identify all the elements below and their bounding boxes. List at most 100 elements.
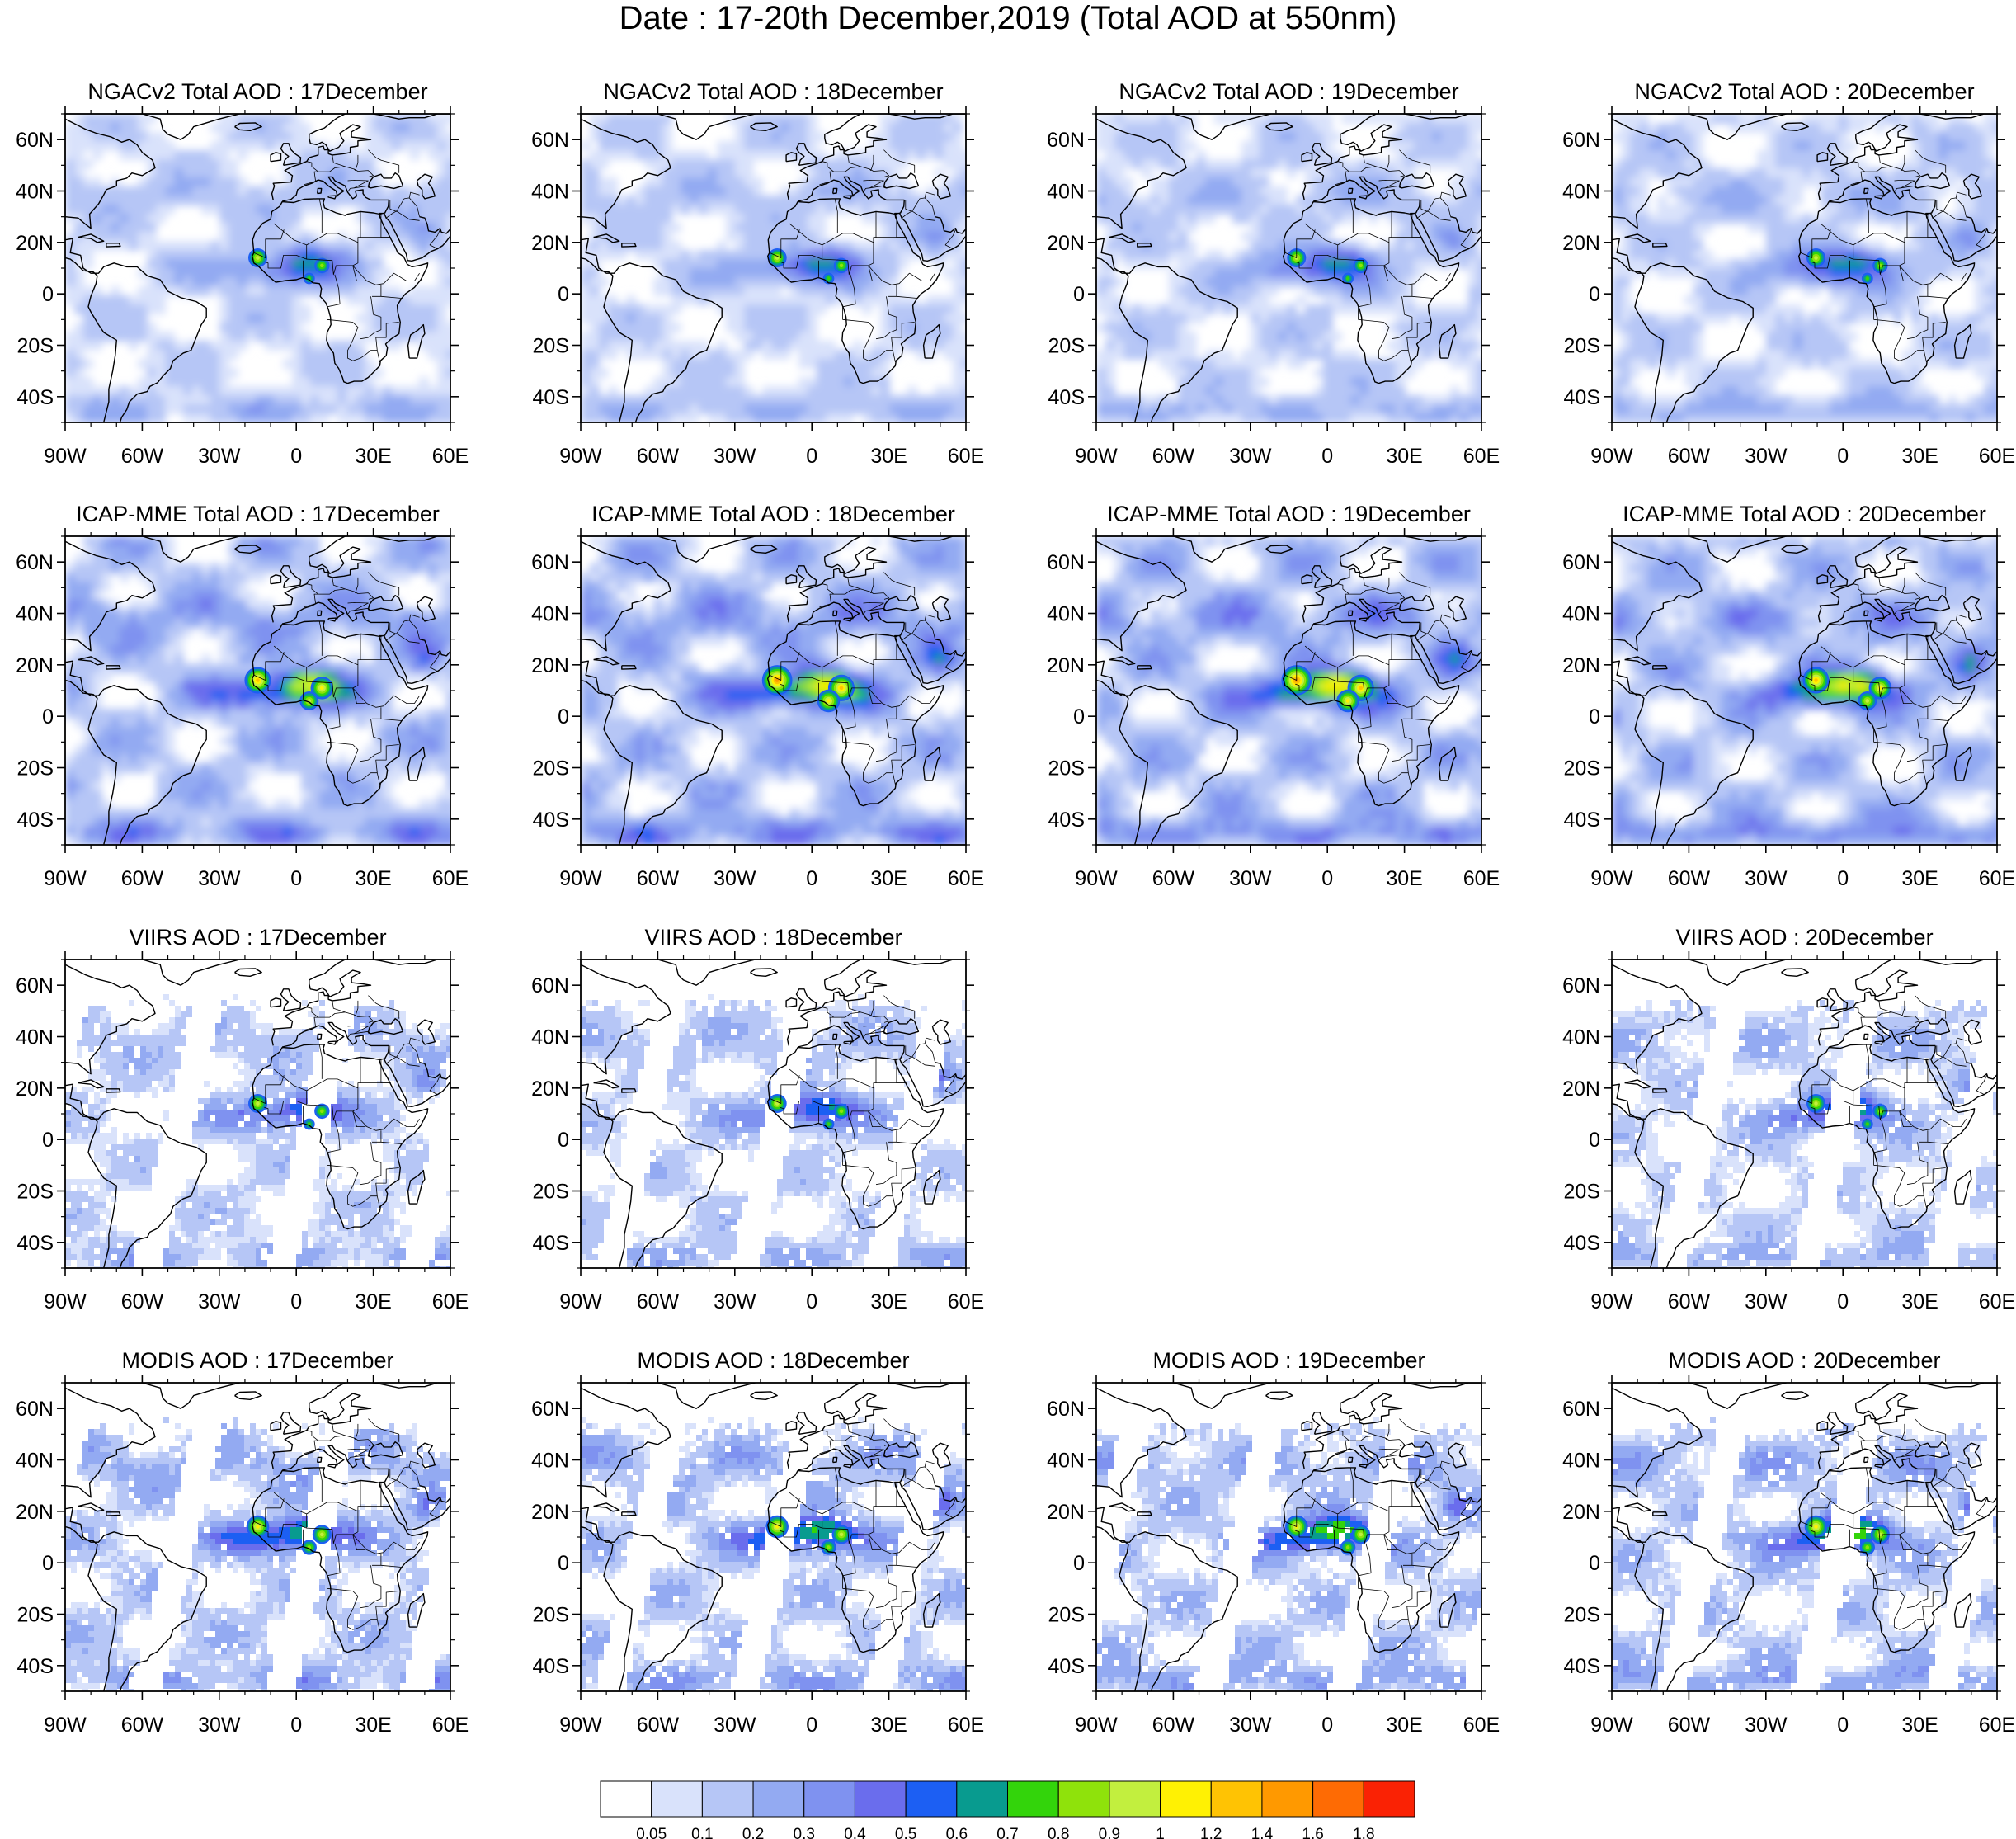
lon-tick-label: 30W (198, 1714, 241, 1737)
lon-tick-label: 90W (559, 1290, 602, 1313)
lat-tick-label: 0 (1589, 1129, 1600, 1152)
lon-tick-label: 60E (1979, 1290, 2015, 1313)
lat-tick-label: 20S (533, 1604, 569, 1627)
axis-ticks: 90W 60W 30W 0 30E 60E 60N 40N 20N 0 20S 40S (1562, 1375, 2015, 1737)
lon-tick-label: 60E (948, 1290, 984, 1313)
colorbar-label: 0.2 (742, 1826, 764, 1839)
colorbar-box (701, 1780, 754, 1818)
axis-ticks: 90W 60W 30W 0 30E 60E 60N 40N 20N 0 20S 40S (531, 528, 984, 890)
lat-tick-label: 40S (1564, 386, 1600, 409)
lon-tick-label: 90W (1590, 1714, 1633, 1737)
lat-tick-label: 20N (1562, 1077, 1600, 1101)
lat-tick-label: 40N (531, 603, 569, 626)
lon-tick-label: 60W (1668, 445, 1711, 468)
coastlines (65, 960, 450, 1268)
lon-tick-label: 30W (1745, 1714, 1788, 1737)
coastlines (1612, 960, 1997, 1268)
map-panel: NGACv2 Total AOD : 17December 90W 60W 30W 0 3… (16, 79, 469, 468)
lat-tick-label: 40N (16, 1026, 54, 1049)
lat-tick-label: 40N (531, 1450, 569, 1473)
colorbar-label: 0.8 (1048, 1826, 1069, 1839)
lon-tick-label: 0 (1837, 445, 1849, 468)
lon-tick-label: 0 (290, 1714, 302, 1737)
lon-tick-label: 0 (1321, 445, 1333, 468)
aod-field (581, 536, 966, 845)
axis-ticks: 90W 60W 30W 0 30E 60E 60N 40N 20N 0 20S 40S (531, 951, 984, 1313)
lat-tick-label: 60N (1562, 974, 1600, 997)
lon-tick-label: 60E (1979, 867, 2015, 890)
panel-title: MODIS AOD : 18December (637, 1348, 909, 1373)
lon-tick-label: 60E (1979, 1714, 2015, 1737)
aod-field (581, 994, 966, 1268)
coastlines (1612, 536, 1997, 845)
lat-tick-label: 20S (1048, 1604, 1085, 1627)
lon-tick-label: 30E (355, 445, 391, 468)
colorbar-label: 0.9 (1099, 1826, 1120, 1839)
lat-tick-label: 60N (531, 129, 569, 152)
lon-tick-label: 90W (1590, 445, 1633, 468)
lon-tick-label: 90W (44, 867, 87, 890)
lon-tick-label: 30E (355, 867, 391, 890)
lon-tick-label: 30W (1745, 1290, 1788, 1313)
colorbar-box (854, 1780, 907, 1818)
lon-tick-label: 60E (1463, 867, 1500, 890)
colorbar-label: 1.8 (1353, 1826, 1374, 1839)
lat-tick-label: 60N (16, 974, 54, 997)
lon-tick-label: 0 (806, 445, 817, 468)
lon-tick-label: 90W (1590, 867, 1633, 890)
lat-tick-label: 0 (42, 283, 54, 306)
colorbar-box (1363, 1780, 1415, 1818)
lat-tick-label: 40N (16, 181, 54, 204)
lon-tick-label: 60W (121, 1714, 164, 1737)
lon-tick-label: 30W (1745, 445, 1788, 468)
panel-title: VIIRS AOD : 20December (1675, 925, 1933, 950)
lat-tick-label: 20N (1562, 1501, 1600, 1524)
colorbar: 0.05 0.1 0.2 0.3 0.4 0.5 0.6 0.7 0.8 0.9 1 1.2 1.4 1.… (600, 1780, 1415, 1839)
lon-tick-label: 90W (44, 1290, 87, 1313)
lon-tick-label: 30W (714, 1290, 756, 1313)
lon-tick-label: 0 (1321, 867, 1333, 890)
colorbar-box (803, 1780, 855, 1818)
colorbar-box (752, 1780, 805, 1818)
lon-tick-label: 30W (198, 445, 241, 468)
aod-field (1612, 536, 1997, 845)
axis-ticks: 90W 60W 30W 0 30E 60E 60N 40N 20N 0 20S 40S (16, 1375, 469, 1737)
colorbar-box (1160, 1780, 1212, 1818)
lon-tick-label: 60E (432, 867, 469, 890)
colorbar-label: 1.2 (1200, 1826, 1222, 1839)
map-panel: NGACv2 Total AOD : 18December 90W 60W 30W 0 3… (531, 79, 984, 468)
lat-tick-label: 60N (1562, 129, 1600, 152)
lat-tick-label: 60N (1047, 1398, 1085, 1421)
lon-tick-label: 30E (1901, 445, 1938, 468)
lat-tick-label: 20N (531, 654, 569, 677)
colorbar-box (1210, 1780, 1263, 1818)
colorbar-label: 0.3 (794, 1826, 815, 1839)
lat-tick-label: 40S (533, 1655, 569, 1678)
lat-tick-label: 40N (1047, 181, 1085, 204)
panel-title: VIIRS AOD : 18December (644, 925, 902, 950)
coastlines (1096, 1383, 1481, 1691)
lon-tick-label: 60W (1668, 1290, 1711, 1313)
colorbar-box (956, 1780, 1008, 1818)
lat-tick-label: 40N (531, 181, 569, 204)
aod-field (1096, 536, 1481, 845)
lon-tick-label: 60W (637, 1290, 680, 1313)
coastlines (65, 1383, 450, 1691)
panel-title: NGACv2 Total AOD : 20December (1634, 79, 1974, 104)
lat-tick-label: 20N (531, 232, 569, 255)
lon-tick-label: 0 (1837, 867, 1849, 890)
lon-tick-label: 60W (121, 1290, 164, 1313)
colorbar-label: 1 (1156, 1826, 1165, 1839)
lon-tick-label: 60E (432, 1714, 469, 1737)
lat-tick-label: 20S (533, 1181, 569, 1204)
lat-tick-label: 20N (1047, 232, 1085, 255)
map-panel: ICAP-MME Total AOD : 17December 90W 60W 30W… (16, 502, 469, 890)
colorbar-label: 0.4 (844, 1826, 866, 1839)
lat-tick-label: 0 (1073, 283, 1085, 306)
colorbar-box (1261, 1780, 1314, 1818)
lat-tick-label: 0 (558, 1129, 569, 1152)
colorbar-box (651, 1780, 703, 1818)
lon-tick-label: 60E (1463, 445, 1500, 468)
lon-tick-label: 30W (714, 1714, 756, 1737)
figure-title: Date : 17-20th December,2019 (Total AOD … (0, 0, 2016, 36)
